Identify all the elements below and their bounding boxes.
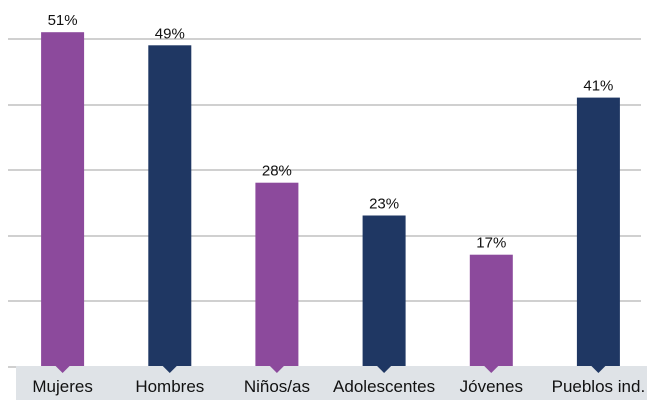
grid-layer <box>8 38 641 368</box>
category-label-4: Jóvenes <box>460 377 523 396</box>
bar-marker-3 <box>377 366 392 373</box>
bar-0 <box>41 32 85 366</box>
bar-5 <box>576 97 620 366</box>
bar-1 <box>148 45 192 367</box>
category-label-5: Pueblos ind. <box>552 377 646 396</box>
bar-marker-4 <box>484 366 499 373</box>
category-label-3: Adolescentes <box>333 377 435 396</box>
data-label-5: 41% <box>583 78 613 95</box>
data-label-4: 17% <box>476 235 506 252</box>
category-band <box>16 366 647 400</box>
bar-2 <box>255 182 299 366</box>
label-layer: 51% Mujeres 49% Hombres 28% Niños/as 23% Adoles… <box>32 12 645 396</box>
bar-marker-0 <box>55 366 70 373</box>
category-band-layer <box>16 366 647 400</box>
data-label-3: 23% <box>369 196 399 213</box>
data-label-2: 28% <box>262 163 292 180</box>
bar-marker-5 <box>591 366 606 373</box>
category-label-2: Niños/as <box>244 377 310 396</box>
data-label-1: 49% <box>155 25 185 42</box>
category-label-0: Mujeres <box>32 377 92 396</box>
category-label-1: Hombres <box>135 377 204 396</box>
bar-marker-2 <box>269 366 284 373</box>
bar-layer <box>41 32 620 373</box>
bar-marker-1 <box>162 366 177 373</box>
data-label-0: 51% <box>48 12 78 29</box>
bar-3 <box>362 215 406 366</box>
bar-4 <box>469 254 513 366</box>
